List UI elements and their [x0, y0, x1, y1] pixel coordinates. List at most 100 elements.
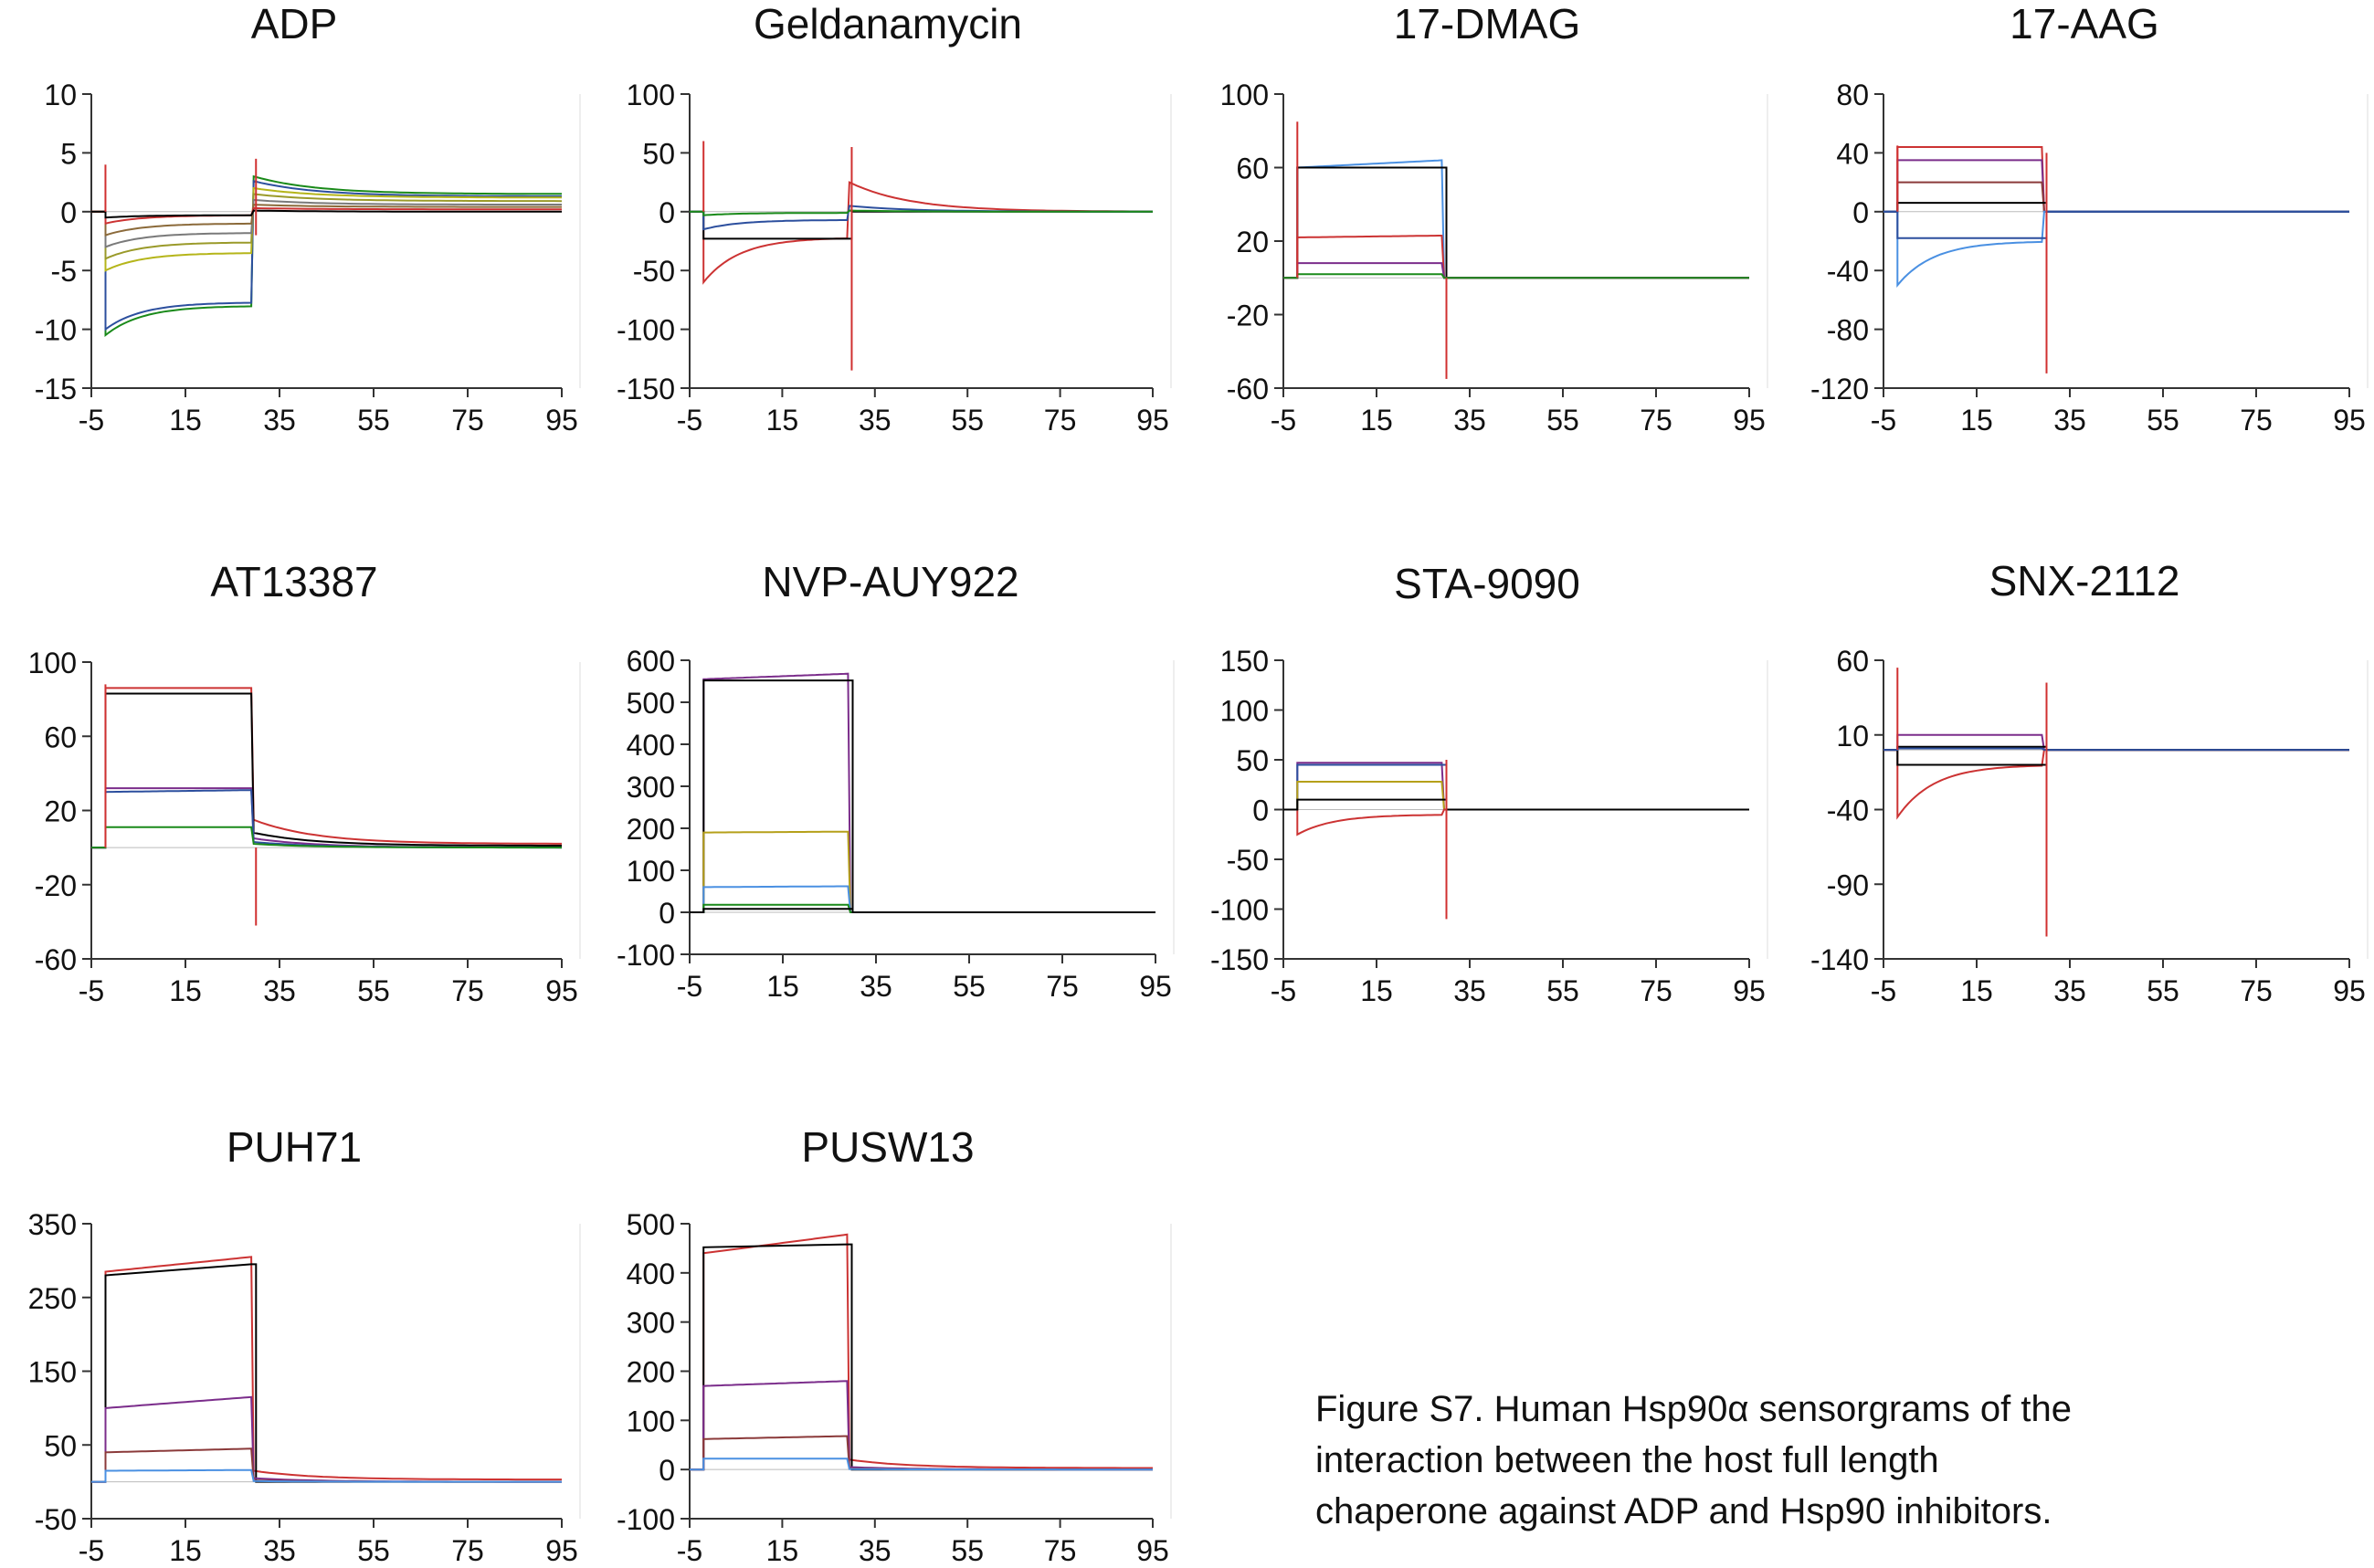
- series-line: [690, 1435, 1153, 1471]
- x-tick-label: 75: [451, 404, 484, 437]
- x-tick-label: 75: [1640, 974, 1672, 1007]
- series-line: [1283, 166, 1749, 279]
- x-tick-label: 15: [169, 1534, 202, 1567]
- y-tick-label: -120: [1810, 373, 1869, 405]
- series-line: [690, 1380, 1153, 1471]
- series-line: [690, 1233, 1153, 1471]
- y-tick-label: 400: [627, 1258, 675, 1290]
- y-tick-label: -40: [1827, 795, 1869, 827]
- y-tick-label: 100: [627, 1405, 675, 1437]
- x-tick-label: 15: [1360, 404, 1393, 437]
- y-tick-label: 80: [1836, 79, 1869, 111]
- series-line: [1883, 210, 2349, 239]
- x-tick-label: 95: [545, 404, 578, 437]
- y-tick-label: 500: [627, 687, 675, 720]
- series-line: [1883, 181, 2349, 213]
- series-line: [690, 908, 1155, 913]
- y-tick-label: 5: [60, 137, 77, 170]
- series-line: [1283, 262, 1749, 279]
- x-tick-label: -5: [677, 1534, 702, 1567]
- y-tick-label: -60: [1227, 373, 1269, 405]
- y-tick-label: -50: [35, 1503, 77, 1536]
- series-line: [1283, 798, 1749, 811]
- y-tick-label: -100: [1210, 894, 1269, 927]
- x-tick-label: -5: [1871, 974, 1896, 1007]
- y-tick-label: 500: [627, 1208, 675, 1241]
- series-line: [1883, 747, 2349, 752]
- y-tick-label: 400: [627, 729, 675, 762]
- x-tick-label: 95: [2333, 404, 2366, 437]
- y-tick-label: 150: [1220, 645, 1269, 678]
- y-tick-label: -60: [35, 943, 77, 976]
- series-line: [91, 198, 562, 248]
- x-tick-label: 75: [1046, 970, 1079, 1003]
- x-tick-label: 95: [1733, 974, 1766, 1007]
- x-tick-label: 95: [545, 1534, 578, 1567]
- x-tick-label: 15: [1960, 404, 1993, 437]
- chart-panel: Geldanamycin 100 50 0 -50 -100 -150-5 15 35 55 75 9…: [617, 0, 1172, 437]
- series-line: [690, 672, 1155, 913]
- series-line: [690, 205, 1153, 231]
- chart-panel: 17-AAG 80 40 0 -40 -80 -120-5 15 35 55 75 95: [1810, 0, 2369, 437]
- x-tick-label: 35: [860, 970, 892, 1003]
- x-tick-label: 75: [1044, 1534, 1077, 1567]
- series-line: [91, 180, 562, 331]
- y-tick-label: -90: [1827, 868, 1869, 901]
- x-tick-label: 75: [451, 974, 484, 1007]
- y-tick-label: 150: [28, 1356, 77, 1389]
- y-tick-label: -10: [35, 314, 77, 347]
- series-line: [91, 687, 562, 849]
- y-tick-label: 0: [659, 897, 675, 930]
- y-tick-label: -50: [1227, 844, 1269, 877]
- x-tick-label: 75: [451, 1534, 484, 1567]
- x-tick-label: 35: [263, 404, 296, 437]
- series-line: [1283, 235, 1749, 279]
- series-line: [1283, 273, 1749, 279]
- x-tick-label: -5: [677, 404, 702, 437]
- chart-panel: SNX-2112 60 10 -40 -90 -140-5 15 35 55 75 95: [1810, 557, 2369, 1007]
- series-line: [1883, 749, 2349, 820]
- figure-caption: Figure S7. Human Hsp90α sensorgrams of t…: [1315, 1384, 2320, 1537]
- series-line: [91, 186, 562, 272]
- chart-title: ADP: [251, 0, 338, 47]
- x-tick-label: 15: [1360, 974, 1393, 1007]
- x-tick-label: 55: [357, 974, 390, 1007]
- y-tick-label: 60: [44, 721, 77, 753]
- y-tick-label: -15: [35, 373, 77, 405]
- series-line: [690, 209, 1153, 216]
- series-line: [91, 1263, 562, 1483]
- y-tick-label: -150: [617, 373, 675, 405]
- y-tick-label: 250: [28, 1282, 77, 1315]
- caption-line-2: interaction between the host full length: [1315, 1440, 1939, 1480]
- y-tick-label: -140: [1810, 943, 1869, 976]
- x-tick-label: 95: [1733, 404, 1766, 437]
- x-tick-label: 35: [1453, 974, 1486, 1007]
- series-line: [91, 1395, 562, 1483]
- chart-title: STA-9090: [1394, 560, 1580, 607]
- y-tick-label: 100: [28, 647, 77, 679]
- y-tick-label: 200: [627, 813, 675, 846]
- x-tick-label: 55: [1546, 974, 1579, 1007]
- y-tick-label: 40: [1836, 137, 1869, 170]
- y-tick-label: 10: [1836, 720, 1869, 752]
- x-tick-label: 55: [2147, 404, 2179, 437]
- series-line: [1283, 808, 1749, 837]
- y-tick-label: -100: [617, 314, 675, 347]
- chart-title: 17-DMAG: [1394, 0, 1580, 47]
- x-tick-label: 35: [859, 404, 892, 437]
- y-tick-label: 0: [659, 1454, 675, 1487]
- y-tick-label: 0: [60, 196, 77, 229]
- chart-panel: PUH71 350 250 150 50 -50-5 15 35 55 75 95: [28, 1123, 581, 1567]
- x-tick-label: 35: [1453, 404, 1486, 437]
- y-tick-label: -100: [617, 1503, 675, 1536]
- series-line: [690, 1458, 1153, 1471]
- series-line: [91, 193, 563, 260]
- y-tick-label: 350: [28, 1208, 77, 1241]
- x-tick-label: -5: [79, 1534, 104, 1567]
- series-line: [1283, 781, 1749, 811]
- y-tick-label: 20: [44, 795, 77, 828]
- y-tick-label: 300: [627, 1307, 675, 1340]
- series-line: [91, 1256, 562, 1483]
